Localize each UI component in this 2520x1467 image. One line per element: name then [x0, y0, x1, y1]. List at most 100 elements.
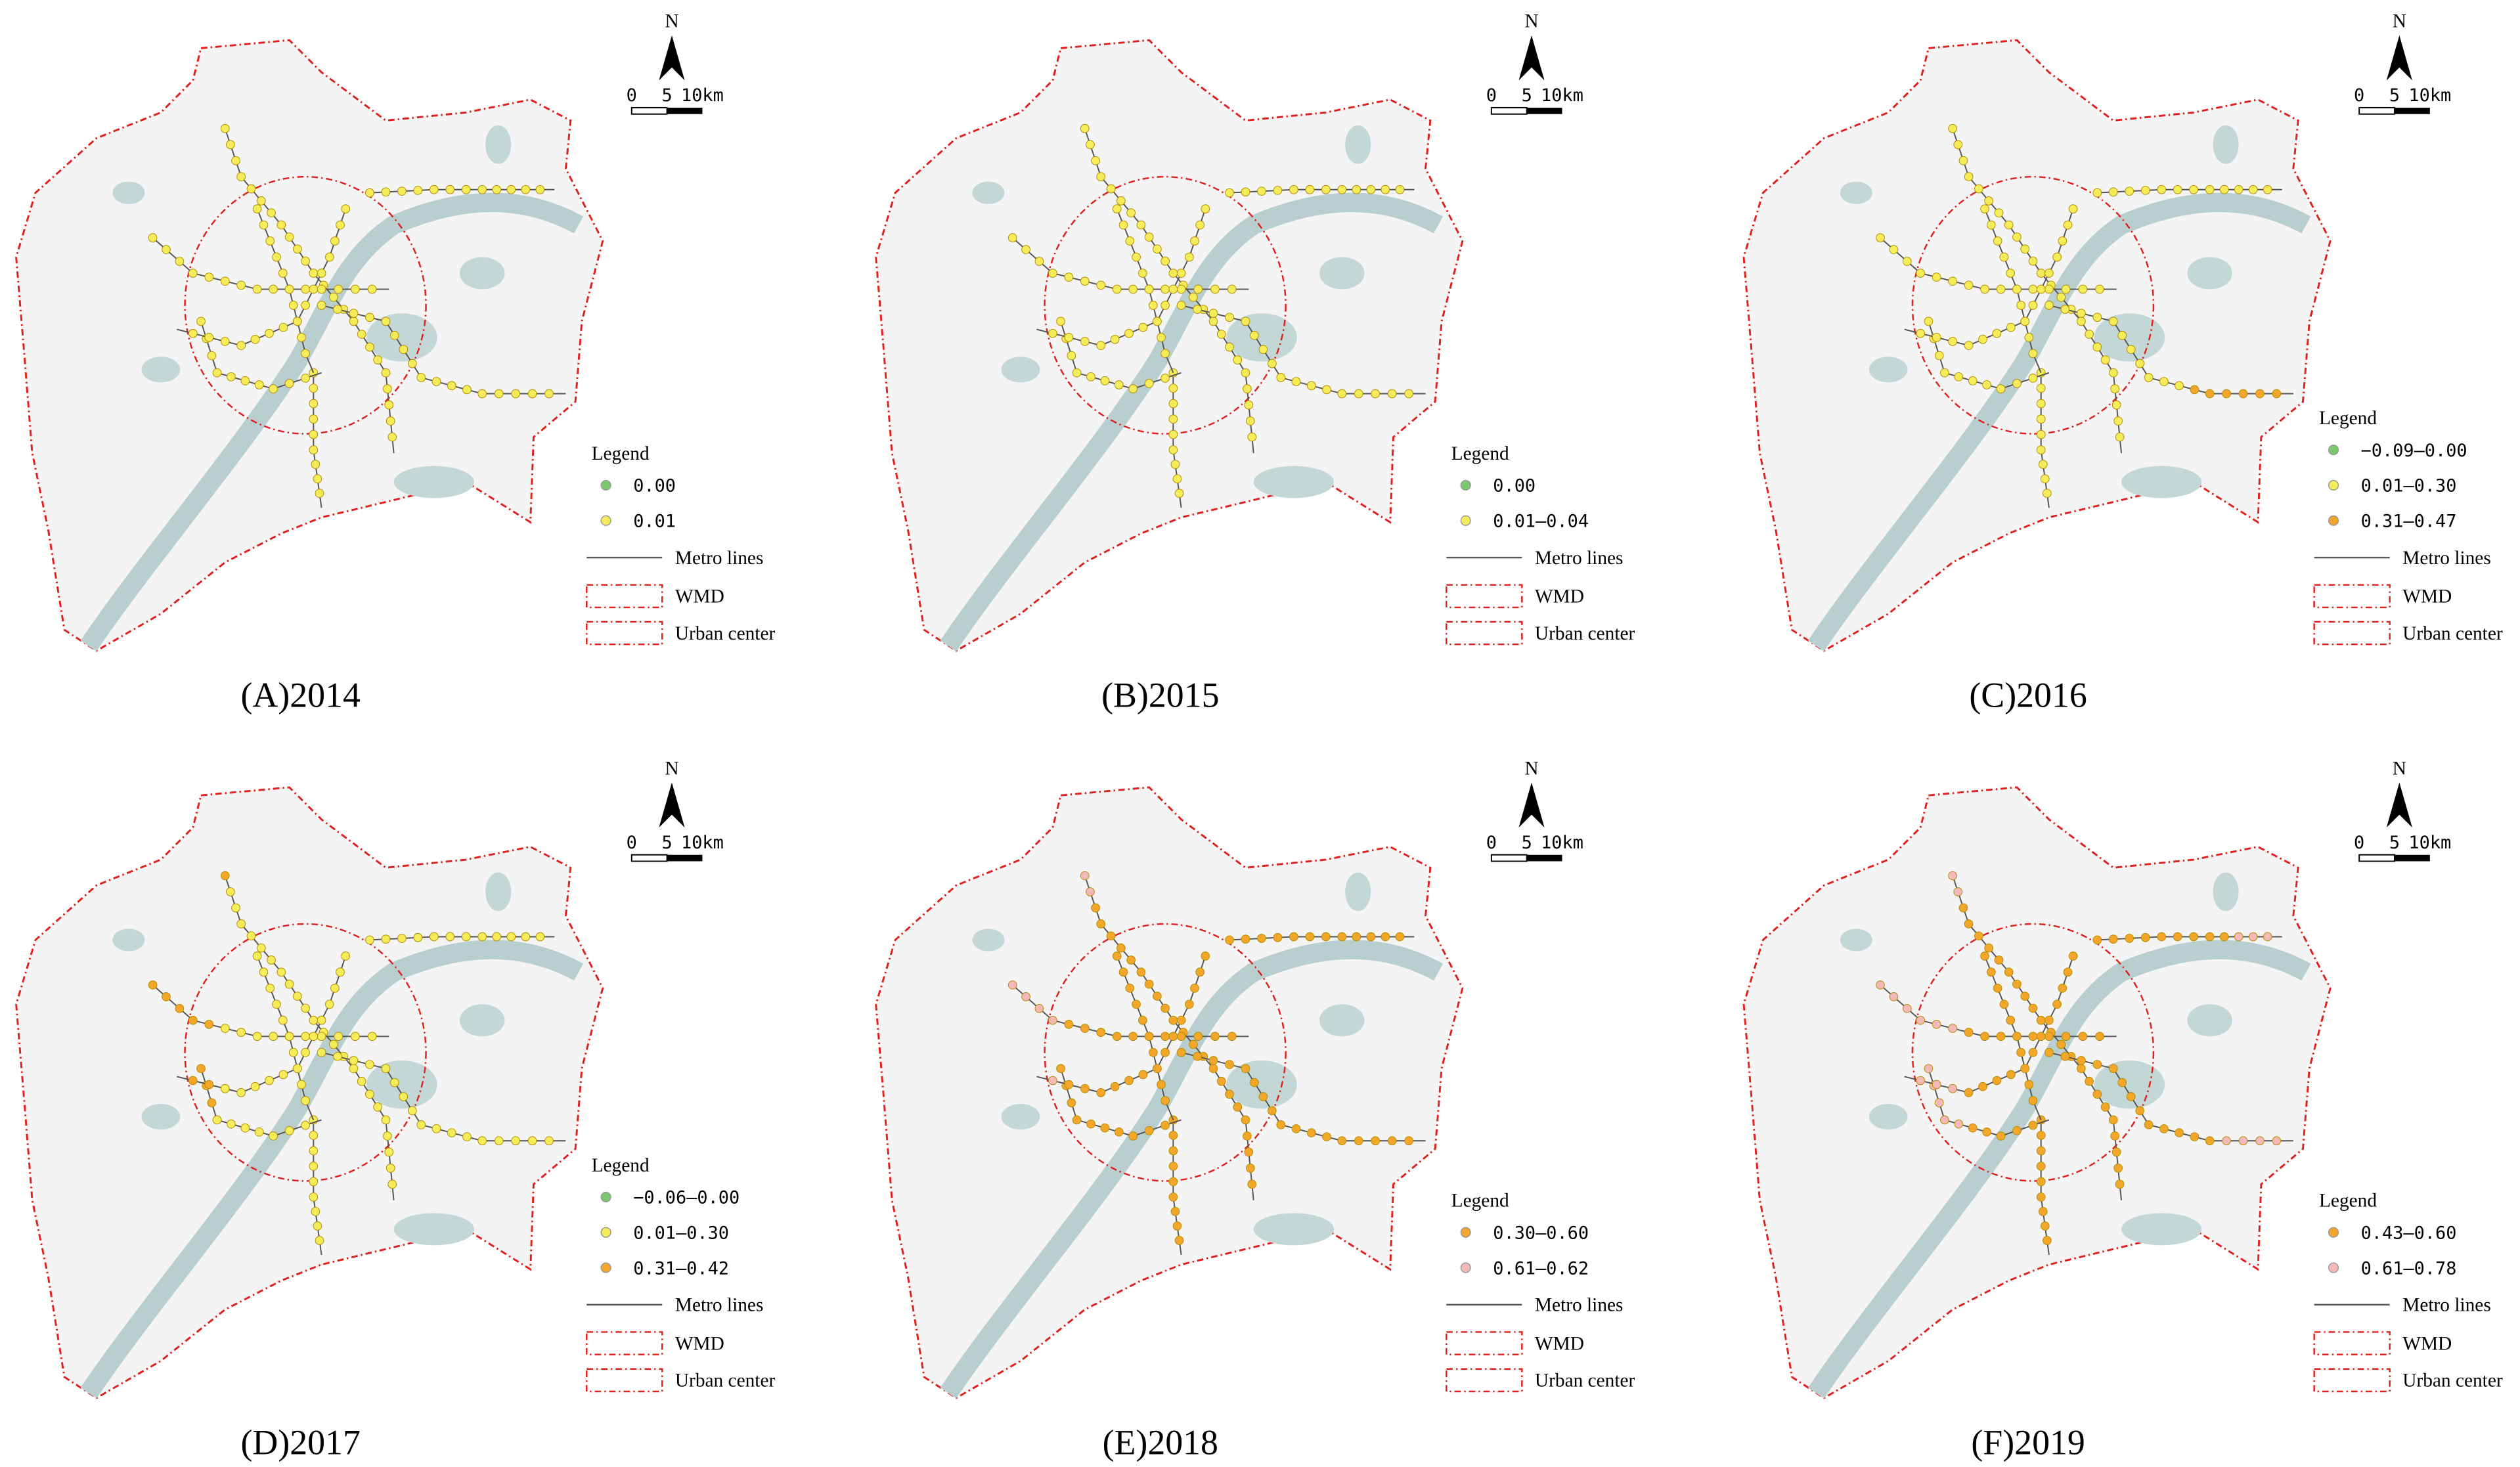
station [148, 233, 158, 242]
station [2125, 186, 2134, 196]
urban-center-boundary [184, 175, 427, 435]
north-arrow [659, 782, 685, 828]
station [407, 1106, 417, 1116]
station [309, 414, 319, 424]
north-label: N [2393, 11, 2406, 32]
station [1096, 341, 1106, 350]
river [940, 192, 1444, 651]
station [317, 284, 326, 294]
urban-center-boundary [184, 923, 427, 1182]
station [1916, 269, 1926, 278]
lake [459, 257, 505, 290]
station [1161, 349, 1170, 359]
station [2028, 284, 2038, 294]
station [1225, 313, 1234, 322]
station [1953, 140, 1963, 150]
station [1208, 1056, 1218, 1065]
station [1974, 184, 1983, 194]
station [309, 1015, 319, 1025]
station [1176, 1032, 1186, 1041]
station [1337, 389, 1347, 399]
station [429, 185, 439, 194]
lake [1226, 313, 1297, 362]
station [1381, 185, 1390, 194]
station [511, 389, 520, 399]
legend-symbol [600, 1191, 611, 1202]
legend-symbol [2328, 445, 2339, 456]
station [2077, 1064, 2086, 1074]
station [1136, 220, 1146, 230]
station [1902, 257, 1912, 266]
station [2219, 185, 2229, 194]
station [1176, 1015, 1186, 1025]
legend-symbol [1460, 479, 1471, 491]
station [207, 351, 217, 361]
station [1902, 1003, 1912, 1013]
map-panel: N 0 5 10km Legend 0.00 0.01–0.04 Metro lines WMD… [875, 11, 1635, 715]
legend-center [1446, 621, 1523, 646]
station [1225, 1089, 1234, 1099]
station [382, 1131, 392, 1141]
station [1034, 1003, 1044, 1013]
station [311, 460, 321, 469]
station [1924, 1064, 1934, 1074]
station [367, 284, 377, 294]
station [2125, 934, 2134, 943]
station [2078, 284, 2088, 294]
lake [2187, 1004, 2232, 1037]
station [1174, 489, 1184, 498]
station [227, 1119, 236, 1129]
station [329, 292, 338, 302]
lake [1840, 929, 1872, 952]
station [349, 317, 359, 326]
north-arrow [2386, 782, 2412, 828]
station [1193, 284, 1203, 294]
station [1978, 335, 1987, 344]
station [2036, 1131, 2046, 1140]
legend-center [2313, 621, 2391, 646]
station [2159, 377, 2169, 386]
scale-bar [1490, 106, 1528, 115]
station [527, 389, 537, 399]
station [301, 1003, 310, 1013]
station [1067, 1098, 1076, 1108]
station [1993, 236, 2002, 246]
scale-bar [630, 106, 668, 115]
legend-center [1446, 1368, 1523, 1393]
station [1161, 284, 1170, 294]
station [2045, 284, 2054, 294]
station [278, 269, 288, 278]
station [301, 301, 310, 310]
station [1125, 983, 1135, 993]
station [2028, 1032, 2038, 1041]
station [365, 342, 374, 352]
station [2108, 317, 2118, 326]
station [1096, 1088, 1106, 1097]
station [236, 1088, 246, 1097]
station [447, 1128, 456, 1137]
station [1999, 252, 2009, 262]
station [276, 220, 286, 230]
station [330, 983, 340, 993]
station [1118, 967, 1128, 977]
lake [1253, 466, 1335, 498]
station [477, 1136, 487, 1146]
station [1064, 1080, 1074, 1089]
station [334, 284, 343, 294]
map-panel: N 0 5 10km Legend 0.00 0.01 Metro lines WMD Urban… [15, 11, 775, 715]
station [1048, 328, 1057, 338]
station [2077, 317, 2086, 326]
station [2115, 432, 2125, 442]
station [492, 932, 502, 942]
station [1064, 273, 1074, 282]
scale-bar [1526, 107, 1562, 114]
station [1144, 379, 1154, 388]
station [309, 1146, 319, 1156]
station [2045, 1032, 2054, 1041]
station [2126, 1092, 2136, 1101]
station [1337, 932, 1347, 942]
station [148, 980, 158, 990]
station [1144, 979, 1154, 989]
station [309, 1177, 319, 1187]
station [1354, 389, 1363, 399]
